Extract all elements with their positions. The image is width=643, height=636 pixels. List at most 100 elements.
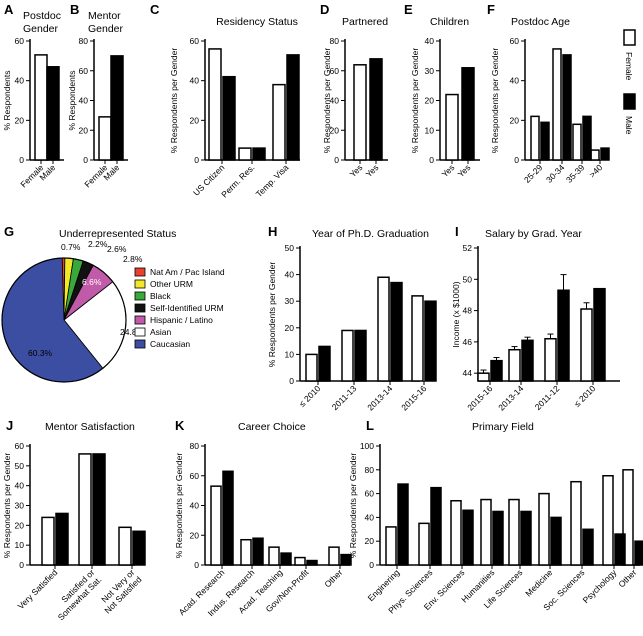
pie-value-label: 0.7%	[61, 242, 81, 252]
y-tick-label: 44	[463, 368, 473, 378]
panel-title: Gender	[23, 23, 59, 35]
legend-swatch-female	[623, 29, 636, 46]
pie-value-label: 24.8%	[120, 327, 145, 337]
bar-female	[272, 83, 286, 161]
pie-value-label: 2.8%	[123, 254, 143, 264]
bar-female	[450, 499, 462, 566]
panel-title: Salary by Grad. Year	[485, 228, 582, 240]
panel-l: L Primary Field % Respondents per Gender 0 2…	[348, 418, 643, 616]
y-tick-label: 80	[330, 36, 340, 46]
legend-label: Other URM	[150, 279, 193, 289]
y-tick-label: 0	[429, 155, 434, 165]
pie-value-label: 60.3%	[28, 348, 53, 358]
panel-title: Primary Field	[472, 421, 534, 433]
panel-label: F	[487, 2, 495, 17]
panel-f: F Postdoc Age % Respondents per Gender 0 20 4…	[487, 2, 610, 185]
x-tick-label: 35-39	[564, 162, 587, 185]
x-tick-label-line: 35-39	[564, 162, 587, 185]
panel-title: Postdoc	[23, 10, 61, 22]
x-tick-label-line: Temp. Visa	[254, 162, 291, 199]
y-tick-label: 60	[190, 471, 200, 481]
bar-male	[280, 552, 292, 566]
y-tick-label: 60	[79, 66, 89, 76]
y-tick-label: 52	[463, 243, 473, 253]
y-axis-label: % Respondents per Gender	[169, 48, 179, 154]
x-tick-label-line: ≤ 2010	[297, 383, 323, 409]
y-tick-label: 10	[15, 540, 25, 550]
bar-male	[424, 300, 437, 382]
bar-female	[240, 538, 252, 566]
bar-male	[222, 75, 236, 161]
y-tick-label: 40	[365, 512, 375, 522]
legend-label-female: Female	[624, 52, 634, 81]
bar-male	[369, 58, 383, 161]
bar-male	[46, 66, 60, 161]
x-tick-label-line: 2015-16	[399, 383, 428, 412]
y-tick-label: 10	[285, 349, 295, 359]
bar-female	[538, 492, 550, 566]
x-tick-label: Not Very orNot Satisfied	[95, 567, 143, 615]
y-tick-label: 20	[15, 520, 25, 530]
panel-label: G	[4, 224, 14, 239]
bar-female	[411, 295, 424, 382]
x-tick-label-line: 2013-14	[365, 383, 394, 412]
bar-female	[622, 469, 634, 566]
y-tick-label: 40	[425, 36, 435, 46]
panel-title: Career Choice	[238, 421, 306, 433]
x-tick-label-line: ≤ 2010	[572, 383, 598, 409]
panel-title: Residency Status	[216, 16, 298, 28]
y-tick-label: 80	[365, 465, 375, 475]
panel-title: Partnered	[342, 16, 388, 28]
panel-label: A	[4, 2, 14, 17]
x-tick-label: >40	[587, 162, 604, 179]
bar-male	[340, 553, 352, 566]
y-tick-label: 46	[463, 337, 473, 347]
bar-female	[208, 48, 222, 161]
bar-male	[614, 533, 626, 566]
bar-male	[397, 483, 409, 566]
panel-title: Gender	[88, 23, 124, 35]
y-tick-label: 20	[190, 115, 200, 125]
bar-male	[490, 359, 503, 382]
legend-label: Black	[150, 291, 172, 301]
panel-title: Children	[430, 16, 469, 28]
y-axis-label: % Respondents	[2, 70, 12, 130]
bar-male	[582, 528, 594, 566]
bar-female	[34, 54, 48, 161]
legend-swatch	[134, 267, 146, 277]
x-tick-label-line: 2013-14	[496, 383, 525, 412]
x-tick-label-line: Yes	[456, 162, 473, 179]
bar-female	[418, 522, 430, 566]
y-axis-label: Income (x $1000)	[451, 281, 461, 347]
bar-male	[540, 121, 550, 161]
bar-female	[580, 308, 593, 382]
legend-swatch	[134, 339, 146, 349]
y-tick-label: 10	[425, 125, 435, 135]
y-axis-label: % Respondents	[67, 70, 77, 130]
x-tick-label-line: Yes	[364, 162, 381, 179]
x-tick-label: ≤ 2010	[297, 383, 323, 409]
x-tick-label: 2015-16	[399, 383, 428, 412]
x-tick-label: 2015-16	[465, 383, 494, 412]
y-tick-label: 0	[83, 155, 88, 165]
panel-title: Mentor Satisfaction	[45, 421, 135, 433]
y-axis-label: % Respondents per Gender	[348, 453, 358, 559]
y-tick-label: 80	[190, 441, 200, 451]
y-tick-label: 40	[285, 270, 295, 280]
x-tick-label: Yes	[440, 162, 457, 179]
bar-male	[430, 486, 442, 566]
bar-male	[521, 339, 534, 382]
bar-male	[92, 453, 106, 566]
y-tick-label: 50	[463, 274, 473, 284]
x-tick-label-line: 2015-16	[465, 383, 494, 412]
bar-female	[552, 48, 562, 161]
panel-title: Mentor	[88, 10, 121, 22]
legend-label: Self-Identified URM	[150, 303, 224, 313]
x-tick-label: ≤ 2010	[572, 383, 598, 409]
x-tick-label: 2011-12	[533, 383, 562, 412]
bar-female	[385, 526, 397, 566]
bar-female	[477, 372, 490, 382]
